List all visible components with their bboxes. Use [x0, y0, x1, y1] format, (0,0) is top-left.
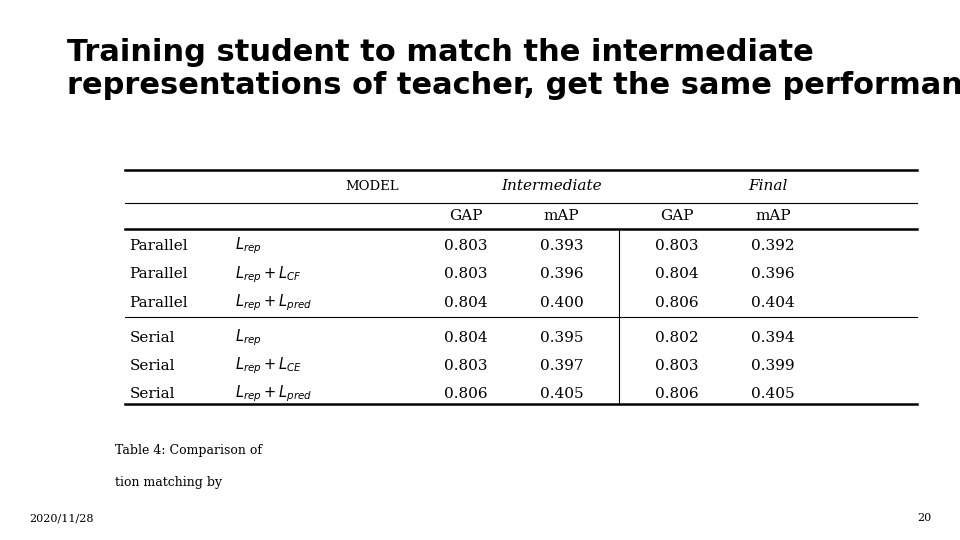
Text: 0.804: 0.804	[444, 330, 488, 345]
Text: 0.400: 0.400	[540, 295, 584, 309]
Text: 0.803: 0.803	[655, 239, 699, 253]
Text: Training student to match the intermediate
representations of teacher, get the s: Training student to match the intermedia…	[67, 38, 960, 100]
Text: $L_{rep} + L_{pred}$: $L_{rep} + L_{pred}$	[235, 292, 312, 313]
Text: 0.394: 0.394	[751, 330, 795, 345]
Text: MODEL: MODEL	[346, 180, 398, 193]
Text: 0.804: 0.804	[444, 295, 488, 309]
Text: Parallel: Parallel	[130, 267, 188, 281]
Text: 0.396: 0.396	[540, 267, 584, 281]
Text: $L_{rep} + L_{CF}$: $L_{rep} + L_{CF}$	[235, 264, 302, 285]
Text: GAP: GAP	[660, 209, 693, 222]
Text: Intermediate: Intermediate	[502, 179, 602, 193]
Text: 0.803: 0.803	[655, 359, 699, 373]
Text: Serial: Serial	[130, 387, 175, 401]
Text: 0.803: 0.803	[444, 267, 488, 281]
Text: mAP: mAP	[755, 209, 791, 222]
Text: 0.396: 0.396	[751, 267, 795, 281]
Text: 0.392: 0.392	[751, 239, 795, 253]
Text: $L_{rep} + L_{pred}$: $L_{rep} + L_{pred}$	[235, 384, 312, 404]
Text: Parallel: Parallel	[130, 295, 188, 309]
Text: 0.405: 0.405	[751, 387, 795, 401]
Text: 0.803: 0.803	[444, 359, 488, 373]
Text: 0.806: 0.806	[655, 387, 699, 401]
Text: $L_{rep} + L_{CE}$: $L_{rep} + L_{CE}$	[235, 356, 302, 376]
Text: $L_{rep}$: $L_{rep}$	[235, 236, 262, 256]
Text: tion matching by: tion matching by	[115, 476, 227, 489]
Text: Table 4: Comparison of: Table 4: Comparison of	[115, 444, 266, 457]
Text: 0.802: 0.802	[655, 330, 699, 345]
Text: 2020/11/28: 2020/11/28	[29, 514, 93, 523]
Text: 0.804: 0.804	[655, 267, 699, 281]
Text: Serial: Serial	[130, 330, 175, 345]
Text: 0.393: 0.393	[540, 239, 584, 253]
Text: Parallel: Parallel	[130, 239, 188, 253]
Text: 0.806: 0.806	[444, 387, 488, 401]
Text: 0.395: 0.395	[540, 330, 584, 345]
Text: mAP: mAP	[543, 209, 580, 222]
Text: 0.399: 0.399	[751, 359, 795, 373]
Text: 0.405: 0.405	[540, 387, 584, 401]
Text: 0.803: 0.803	[444, 239, 488, 253]
Text: GAP: GAP	[449, 209, 482, 222]
Text: 20: 20	[917, 514, 931, 523]
Text: $L_{rep}$: $L_{rep}$	[235, 327, 262, 348]
Text: 0.404: 0.404	[751, 295, 795, 309]
Text: 0.397: 0.397	[540, 359, 584, 373]
Text: Serial: Serial	[130, 359, 175, 373]
Text: 0.806: 0.806	[655, 295, 699, 309]
Text: Final: Final	[748, 179, 788, 193]
